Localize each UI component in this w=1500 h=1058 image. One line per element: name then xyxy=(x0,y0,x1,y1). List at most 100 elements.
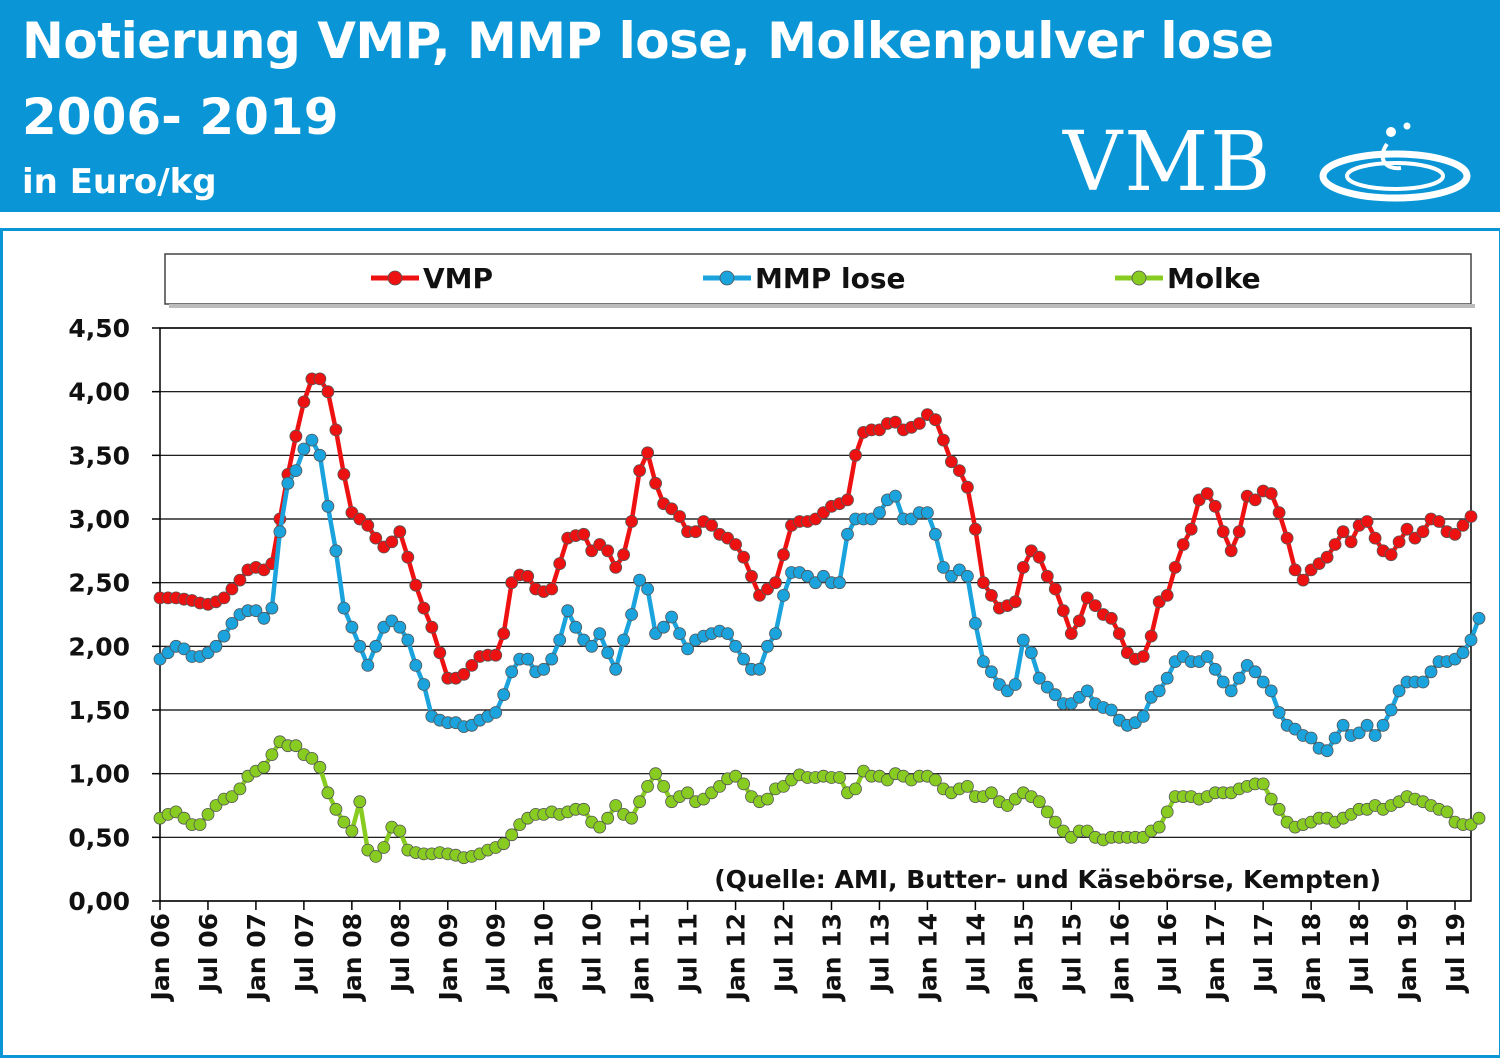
y-tick-label: 3,00 xyxy=(68,505,130,534)
data-point xyxy=(1064,627,1078,641)
data-point xyxy=(1256,675,1270,689)
x-tick-label: Jul 13 xyxy=(865,913,894,994)
data-point xyxy=(1136,650,1150,663)
data-point xyxy=(281,476,295,490)
data-point xyxy=(545,582,559,596)
data-point xyxy=(465,658,479,672)
data-point xyxy=(1136,709,1150,723)
data-point xyxy=(257,611,271,625)
data-point xyxy=(305,433,319,447)
data-point xyxy=(273,525,287,539)
data-point xyxy=(1208,662,1222,676)
data-point xyxy=(1264,792,1278,806)
data-point xyxy=(569,620,583,634)
data-point xyxy=(1360,718,1374,732)
data-point xyxy=(625,608,638,621)
data-point xyxy=(681,642,694,656)
data-point xyxy=(601,544,615,558)
legend-swatch-marker xyxy=(387,270,403,286)
data-point xyxy=(577,527,591,541)
data-point xyxy=(489,706,503,719)
x-tick-label: Jan 19 xyxy=(1393,913,1422,1002)
data-point xyxy=(1352,726,1366,740)
data-point xyxy=(545,652,559,666)
x-tick-label: Jul 18 xyxy=(1345,913,1374,994)
data-point xyxy=(321,786,335,800)
data-point xyxy=(945,455,958,469)
data-point xyxy=(889,489,902,503)
data-point xyxy=(753,662,766,676)
data-point xyxy=(497,627,511,641)
x-tick-label: Jan 10 xyxy=(530,913,559,1002)
data-point xyxy=(1080,684,1094,698)
data-point xyxy=(425,620,439,634)
x-tick-label: Jan 08 xyxy=(338,913,367,1002)
data-point xyxy=(761,792,774,806)
data-point xyxy=(1072,614,1086,628)
data-point xyxy=(617,548,630,562)
data-point xyxy=(833,771,846,784)
data-point xyxy=(417,601,431,615)
data-point xyxy=(1048,688,1062,702)
legend-label: MMP lose xyxy=(755,262,906,295)
data-point xyxy=(505,828,519,842)
data-point xyxy=(985,786,998,800)
data-point xyxy=(417,678,431,691)
data-point xyxy=(769,627,782,641)
data-point xyxy=(737,652,750,666)
x-tick-label: Jul 11 xyxy=(674,913,703,994)
data-point xyxy=(609,799,623,812)
data-point xyxy=(1424,665,1438,679)
data-point xyxy=(201,808,215,821)
data-point xyxy=(1272,706,1286,719)
data-point xyxy=(937,433,950,447)
data-point xyxy=(1056,604,1070,618)
data-point xyxy=(641,780,654,793)
data-point xyxy=(353,639,367,653)
data-point xyxy=(1032,671,1046,685)
data-point xyxy=(657,620,670,634)
data-point xyxy=(649,476,662,490)
data-point xyxy=(289,739,303,753)
x-tick-label: Jul 16 xyxy=(1153,913,1182,994)
data-point xyxy=(1144,629,1158,643)
data-point xyxy=(1224,684,1238,698)
data-point xyxy=(1336,718,1350,732)
x-tick-label: Jul 09 xyxy=(482,913,511,994)
x-tick-label: Jul 10 xyxy=(578,913,607,994)
x-tick-label: Jul 07 xyxy=(290,913,319,994)
data-point xyxy=(1112,627,1126,641)
data-point xyxy=(377,841,391,854)
data-point xyxy=(193,818,207,831)
data-point xyxy=(641,446,654,460)
data-point xyxy=(1272,802,1286,816)
y-tick-label: 4,00 xyxy=(68,378,130,407)
data-point xyxy=(313,448,327,462)
data-point xyxy=(497,688,511,702)
data-point xyxy=(585,639,599,653)
data-point xyxy=(553,633,567,647)
data-point xyxy=(489,648,503,662)
data-point xyxy=(625,515,638,528)
data-point xyxy=(961,480,974,494)
data-point xyxy=(1288,563,1302,577)
data-point xyxy=(1160,671,1174,685)
data-point xyxy=(1448,527,1462,541)
data-point xyxy=(553,557,567,571)
data-point xyxy=(1432,515,1446,528)
line-chart: 0,00 0,50 1,00 1,50 2,00 2,50 3,00 3,50 4,00 4,50… xyxy=(68,253,1486,1002)
data-point xyxy=(873,506,886,520)
data-point xyxy=(761,639,774,653)
data-point xyxy=(1376,718,1390,732)
data-point xyxy=(1320,744,1334,758)
y-tick-label: 0,50 xyxy=(68,823,130,852)
y-tick-label: 1,00 xyxy=(68,760,130,789)
data-point xyxy=(1160,588,1174,602)
data-point xyxy=(217,591,231,605)
data-point xyxy=(1368,531,1382,545)
unit-subtitle: in Euro/kg xyxy=(22,162,217,202)
data-point xyxy=(1200,650,1214,663)
data-point xyxy=(1080,591,1094,605)
data-point xyxy=(601,646,615,660)
data-point xyxy=(681,786,694,800)
